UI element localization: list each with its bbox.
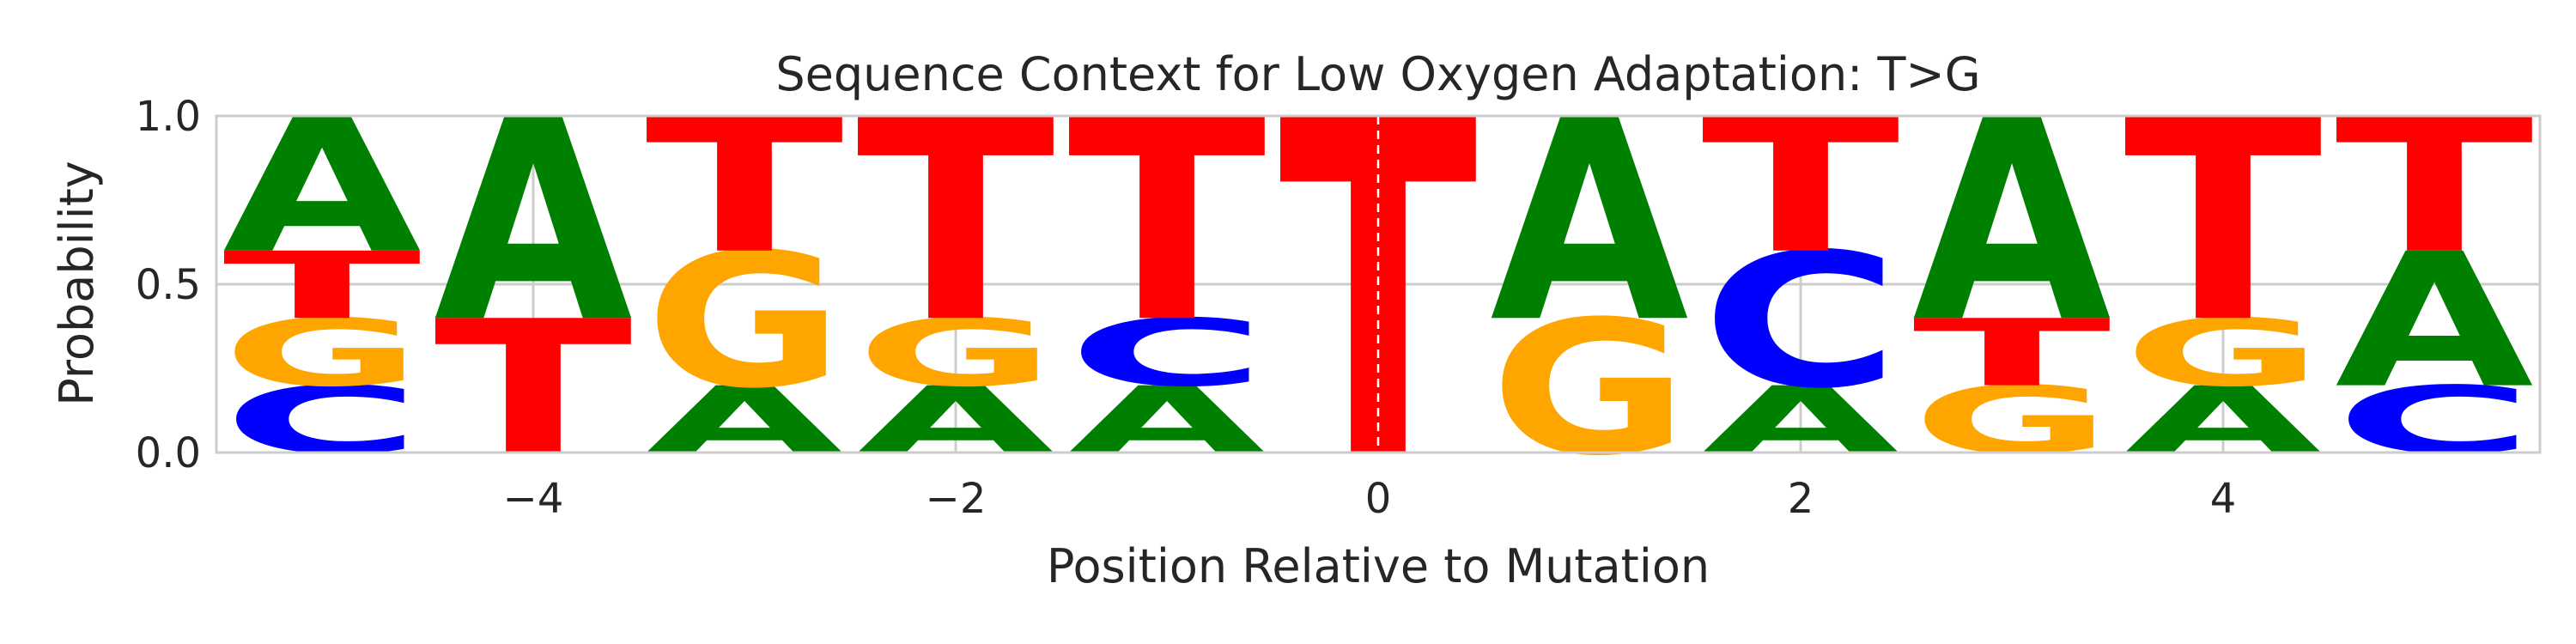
logo-letter-a: A <box>1067 367 1266 474</box>
logo-letter-t: T <box>2123 62 2324 384</box>
logo-letter-a: A <box>434 61 634 384</box>
logo-letter-g: G <box>645 214 843 429</box>
logo-letter-a: A <box>856 367 1054 474</box>
logo-letter-a: A <box>222 80 422 295</box>
x-axis-label: Position Relative to Mutation <box>1047 539 1710 593</box>
y-axis-label: Probability <box>50 161 104 405</box>
logo-letter-t: T <box>2335 80 2535 295</box>
logo-letter-t: T <box>1067 62 1267 384</box>
chart-title: Sequence Context for Low Oxygen Adaptati… <box>775 47 1980 101</box>
logo-letter-t: T <box>434 282 634 496</box>
x-tick-label: −2 <box>926 475 987 523</box>
logo-letter-t: T <box>645 80 845 295</box>
logo-letter-t: T <box>1912 300 2111 407</box>
x-tick-label: 4 <box>2210 475 2237 523</box>
logo-letter-t: T <box>856 62 1056 384</box>
logo-letter-a: A <box>2335 214 2535 428</box>
logo-letter-a: A <box>1701 367 1899 474</box>
logo-letter-a: A <box>2123 367 2322 474</box>
logo-letter-g: G <box>1912 368 2111 475</box>
logo-letter-g: G <box>856 300 1054 407</box>
y-tick-label: 1.0 <box>136 93 201 141</box>
logo-letter-t: T <box>1701 80 1901 295</box>
x-tick-label: 2 <box>1788 475 1814 523</box>
logo-letter-c: C <box>1067 300 1266 408</box>
tick-labels: −4 −2 0 2 4 0.0 0.5 1.0 <box>136 93 2237 523</box>
logo-letter-g: G <box>2123 300 2322 407</box>
x-tick-label: 0 <box>1365 475 1392 523</box>
y-tick-label: 0.0 <box>136 429 201 477</box>
logo-letter-t: T <box>222 233 421 340</box>
logo-letter-a: A <box>1490 61 1690 384</box>
plot-frame <box>215 114 2542 454</box>
logo-letter-a: A <box>1912 61 2112 384</box>
x-tick-label: −4 <box>503 475 564 523</box>
logo-letter-g: G <box>1490 282 1688 497</box>
logo-letter-c: C <box>2335 367 2533 475</box>
logo-letter-g: G <box>222 300 421 407</box>
logo-letter-a: A <box>645 367 843 474</box>
logo-letter-c: C <box>222 367 421 475</box>
logo-letter-c: C <box>1701 214 1899 428</box>
y-tick-label: 0.5 <box>136 261 201 309</box>
